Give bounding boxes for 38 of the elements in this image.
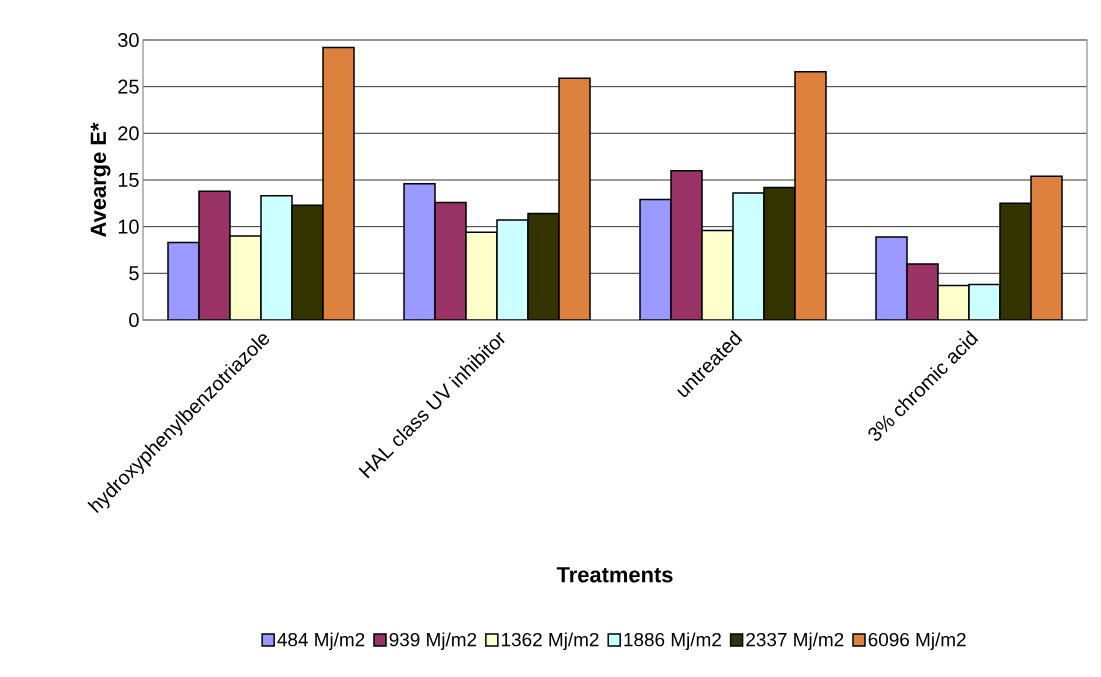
bar [875, 236, 908, 320]
legend-label: 939 Mj/m2 [389, 632, 477, 651]
y-tick-label: 30 [118, 32, 139, 48]
bar [292, 205, 324, 320]
bar [323, 47, 355, 320]
y-tick-label: 5 [129, 266, 139, 281]
bar [794, 70, 827, 320]
y-tick-label: 10 [118, 219, 139, 234]
bar [639, 198, 672, 320]
bar [199, 191, 231, 320]
bar [732, 192, 765, 320]
bar [403, 182, 436, 320]
bar [701, 229, 734, 320]
bar [496, 219, 529, 320]
legend-label: 1362 Mj/m2 [502, 632, 599, 651]
y-tick-label: 25 [118, 79, 139, 94]
legend-label: 484 Mj/m2 [277, 632, 365, 651]
bar [558, 77, 591, 320]
bar [906, 263, 939, 320]
legend-label: 1886 Mj/m2 [624, 632, 721, 651]
bar [527, 212, 560, 320]
bar [465, 231, 498, 320]
bar [670, 169, 703, 320]
x-axis-title: Treatments [556, 567, 673, 583]
y-tick-label: 0 [129, 312, 139, 328]
y-tick-label: 15 [118, 173, 139, 187]
y-axis-title: Avearge E* [90, 122, 111, 237]
bar [968, 283, 1001, 320]
legend-label: 6096 Mj/m2 [868, 632, 966, 651]
bar [168, 242, 200, 320]
bar [1030, 175, 1063, 320]
legend-label: 2337 Mj/m2 [746, 632, 844, 651]
bar [434, 201, 467, 320]
bar [999, 202, 1032, 320]
bar [230, 235, 262, 320]
bar [261, 195, 293, 320]
bar [763, 186, 796, 320]
y-tick-label: 20 [118, 126, 139, 141]
